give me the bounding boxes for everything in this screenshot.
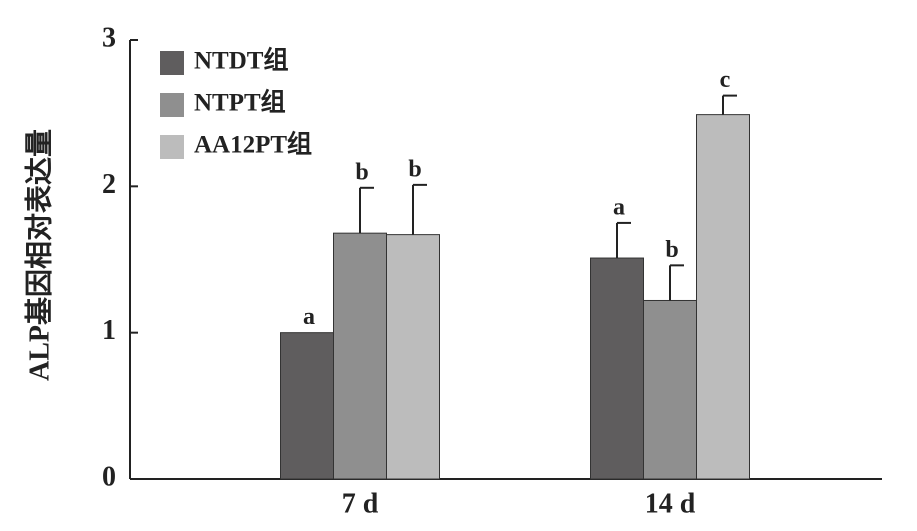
bar (386, 234, 440, 480)
significance-label: a (613, 194, 625, 220)
y-tick-label: 1 (102, 315, 116, 346)
significance-label: c (720, 67, 731, 93)
bar (280, 332, 334, 480)
significance-label: b (408, 156, 421, 182)
y-tick-label: 0 (102, 461, 116, 492)
legend-label: AA12PT组 (194, 131, 312, 159)
bar (643, 299, 697, 480)
significance-label: b (665, 237, 678, 263)
significance-label: b (355, 159, 368, 185)
bar (333, 232, 387, 480)
legend-label: NTPT组 (194, 89, 286, 117)
bar (590, 257, 644, 480)
y-axis-label: ALP基因相对表达量 (23, 129, 55, 381)
legend-swatch (160, 93, 184, 117)
bar (696, 114, 750, 480)
legend-swatch (160, 135, 184, 159)
legend-label: NTDT组 (194, 47, 288, 75)
legend-swatch (160, 51, 184, 75)
y-tick-label: 3 (102, 22, 116, 53)
x-tick-label: 7 d (342, 488, 379, 519)
y-tick-label: 2 (102, 169, 116, 200)
significance-label: a (303, 304, 315, 330)
x-tick-label: 14 d (645, 488, 696, 519)
